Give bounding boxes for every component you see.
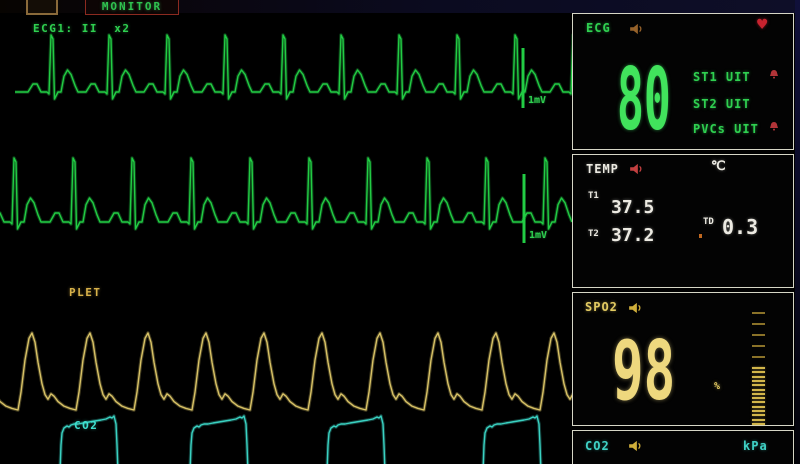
heart-rate-value: 80 — [617, 50, 671, 150]
ecg-title: ECG — [586, 21, 611, 35]
panel-ecg[interactable]: ECG ♥ 80 ST1 UIT ST2 UIT PVCs UIT — [572, 13, 794, 150]
pvcs-status: PVCs UIT — [693, 122, 759, 136]
td-label: TD — [703, 217, 714, 227]
temp-title: TEMP — [586, 162, 619, 176]
co2-unit: kPa — [743, 439, 768, 453]
t1-label: T1 — [588, 191, 599, 201]
speaker-icon — [629, 302, 641, 314]
top-bar: MONITOR — [0, 0, 800, 15]
panel-co2[interactable]: CO2 kPa — [572, 430, 794, 464]
t2-value: 37.2 — [611, 225, 655, 246]
alarm-bell-icon — [770, 122, 778, 131]
spo2-unit: % — [714, 381, 721, 392]
panel-temp[interactable]: TEMP ℃ T1 37.5 T2 37.2 TD 0.3 — [572, 154, 794, 288]
celsius-unit: ℃ — [711, 159, 726, 174]
panel-spo2[interactable]: SPO2 98 % — [572, 292, 794, 426]
cal-1mv-label-2: 1mV — [529, 230, 548, 241]
module-icon — [26, 0, 58, 15]
t1-value: 37.5 — [611, 197, 655, 218]
st1-status: ST1 UIT — [693, 70, 751, 84]
plet-trace-label: PLET — [69, 286, 102, 299]
co2-title: CO2 — [585, 439, 610, 453]
ecg1-trace-label: ECG1: II x2 — [33, 22, 131, 35]
spo2-title: SPO2 — [585, 300, 618, 314]
spo2-pleth-scale — [752, 312, 766, 425]
st2-status: ST2 UIT — [693, 97, 751, 111]
monitor-button[interactable]: MONITOR — [85, 0, 179, 15]
heart-icon: ♥ — [757, 15, 768, 35]
alarm-bell-icon — [770, 70, 778, 79]
cal-1mv-label-1: 1mV — [528, 95, 547, 106]
td-value: 0.3 — [722, 215, 759, 239]
screen-edge — [795, 0, 800, 464]
co2-trace-label: CO2 — [74, 419, 99, 432]
speaker-icon — [630, 163, 642, 175]
t2-label: T2 — [588, 229, 599, 239]
td-indicator-dot — [699, 234, 702, 238]
speaker-icon — [629, 440, 641, 452]
speaker-icon — [630, 23, 642, 35]
spo2-value: 98 — [612, 324, 676, 419]
